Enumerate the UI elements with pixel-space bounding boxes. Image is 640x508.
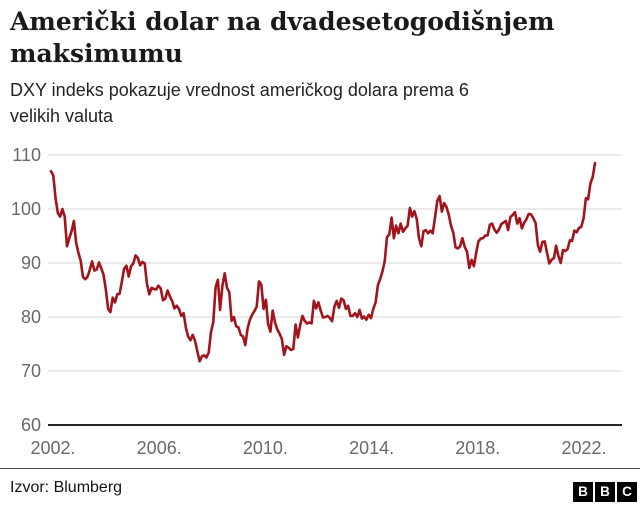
dxy-line-series [49,161,597,363]
x-tick-label-2002: 2002. [30,438,75,458]
x-tick-label-2014: 2014. [349,438,394,458]
x-tick-label-2010: 2010. [243,438,288,458]
footer-divider [0,468,640,469]
chart-header: Američki dolar na dvadesetogodišnjem mak… [10,6,632,129]
chart-title: Američki dolar na dvadesetogodišnjem mak… [10,6,632,70]
bbc-logo-block-c: C [617,482,637,502]
source-label: Izvor: Blumberg [10,479,123,496]
bbc-logo-block-b2: B [595,482,615,502]
y-tick-label-90: 90 [21,253,41,273]
x-tick-label-2006: 2006. [137,438,182,458]
y-tick-label-60: 60 [21,415,41,435]
chart-title-line1: Američki dolar na dvadesetogodišnjem [10,7,555,36]
chart-subtitle-line2: velikih valuta [10,106,114,126]
x-tick-label-2018: 2018. [455,438,500,458]
y-tick-label-80: 80 [21,307,41,327]
y-tick-label-110: 110 [12,145,41,165]
x-tick-label-2022: 2022. [561,438,606,458]
chart-subtitle-line1: DXY indeks pokazuje vrednost američkog d… [10,80,469,100]
bbc-logo-block-b1: B [573,482,593,502]
chart-subtitle: DXY indeks pokazuje vrednost američkog d… [10,77,632,129]
chart-title-line2: maksimumu [10,39,183,68]
dxy-line-chart: 60 70 80 90 100 110 2002. 2006. 2010. 2014. 2018. 2… [11,145,622,458]
y-tick-label-70: 70 [21,361,41,381]
y-tick-label-100: 100 [11,199,41,219]
bbc-logo: B B C [573,482,637,502]
